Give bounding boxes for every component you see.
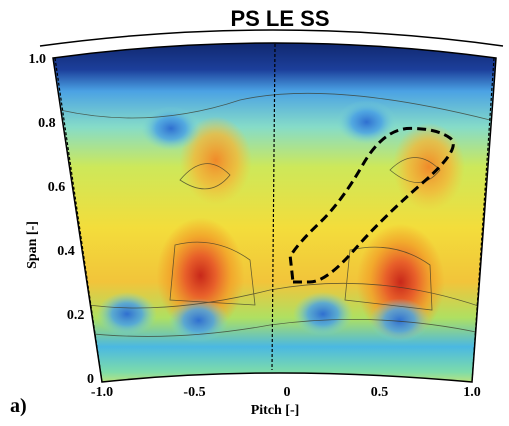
contour-hotspot-high <box>392 122 465 211</box>
y-tick-label: 1.0 <box>29 52 47 67</box>
periodic-boundary-center <box>271 43 276 371</box>
y-tick-labels: 0 0.2 0.4 0.6 0.8 1.0 <box>29 52 95 387</box>
y-axis-label: Span [-] <box>25 221 40 269</box>
x-tick-label: 1.0 <box>463 385 481 400</box>
panel-label: a) <box>10 395 27 417</box>
chart-title: PS LE SS <box>230 6 329 31</box>
periodic-boundary-right <box>471 57 495 383</box>
dashed-region-outline <box>288 126 455 284</box>
y-tick-label: 0.6 <box>48 180 66 195</box>
x-tick-label: -0.5 <box>183 385 205 400</box>
y-tick-label: 0 <box>87 372 94 387</box>
x-tick-label: 0.5 <box>371 385 389 400</box>
sector-outline <box>52 42 497 383</box>
contour-hotspot-low <box>140 106 201 151</box>
x-tick-label: -1.0 <box>91 385 113 400</box>
x-axis-label: Pitch [-] <box>251 403 300 418</box>
x-tick-labels: -1.0 -0.5 0 0.5 1.0 <box>91 385 481 400</box>
contour-hotspot-low <box>292 292 353 336</box>
contour-hotspot-low <box>168 298 229 343</box>
y-tick-label: 0.4 <box>57 244 75 259</box>
periodic-boundary-left <box>54 57 103 383</box>
contour-hotspot-high <box>179 116 252 205</box>
y-tick-label: 0.8 <box>38 116 56 131</box>
contour-hotspot-low <box>96 292 157 336</box>
casing-arc <box>39 29 504 47</box>
contour-lines <box>59 92 491 337</box>
x-tick-label: 0 <box>284 385 291 400</box>
contour-hotspot-low <box>369 298 430 343</box>
contour-hotspot-low <box>336 100 397 144</box>
y-tick-label: 0.2 <box>67 308 85 323</box>
